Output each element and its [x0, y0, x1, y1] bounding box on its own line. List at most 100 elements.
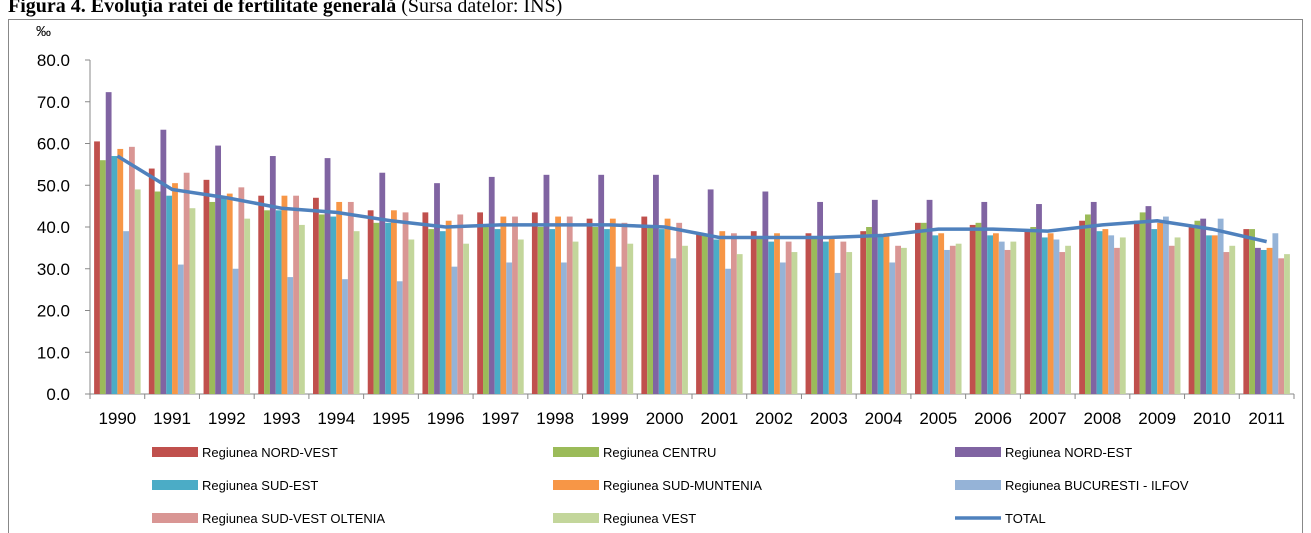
bar [463, 243, 469, 394]
bar [1108, 235, 1115, 394]
bar [719, 231, 726, 394]
bar [1255, 247, 1261, 394]
x-tick-label: 1990 [98, 409, 136, 428]
bar [828, 237, 835, 394]
bar [172, 183, 178, 394]
bar [128, 146, 135, 394]
bar [336, 201, 343, 394]
bar [805, 233, 812, 394]
bar [1151, 229, 1158, 394]
bar [313, 197, 319, 394]
x-tick-label: 1996 [427, 409, 465, 428]
x-tick-label: 1992 [208, 409, 246, 428]
bar [183, 172, 190, 394]
bar [932, 235, 939, 394]
bar [494, 229, 501, 394]
bar [111, 156, 118, 394]
bar [477, 212, 484, 394]
bar [1217, 218, 1224, 394]
y-tick-label: 80.0 [37, 51, 70, 70]
bar [506, 262, 513, 394]
bar [373, 222, 380, 394]
bar [1004, 249, 1011, 394]
bar [367, 210, 374, 394]
bar [1188, 227, 1195, 394]
bar [615, 266, 622, 394]
bar [238, 187, 245, 394]
bar [1278, 258, 1285, 394]
bar [1260, 249, 1267, 394]
bar [915, 222, 921, 394]
bar [1243, 229, 1250, 394]
bar [1229, 245, 1236, 394]
bar [682, 245, 688, 394]
bar [658, 229, 665, 394]
bar [293, 195, 299, 394]
bar [889, 262, 896, 394]
bar [1223, 252, 1230, 394]
bar [846, 252, 853, 394]
legend-label: Regiunea CENTRU [603, 445, 716, 460]
x-tick-label: 2007 [1029, 409, 1067, 428]
bar [258, 195, 265, 394]
bar [445, 220, 452, 394]
bar [560, 262, 567, 394]
bar [969, 224, 976, 394]
bar [572, 241, 579, 394]
bar [232, 268, 239, 394]
bar [330, 216, 337, 394]
bar [998, 241, 1005, 394]
legend-label: Regiunea SUD-MUNTENIA [603, 478, 762, 493]
bar [281, 195, 288, 394]
bar [707, 189, 714, 394]
bar [342, 279, 348, 394]
bar [1200, 218, 1207, 394]
bar [488, 176, 495, 394]
bar [1174, 237, 1181, 394]
line [116, 154, 1268, 244]
y-tick-label: 0.0 [46, 385, 70, 404]
bar [993, 233, 999, 394]
bar [756, 237, 763, 394]
bar [500, 216, 507, 394]
bar [318, 214, 325, 394]
x-tick-label: 2003 [810, 409, 848, 428]
bar [592, 227, 599, 394]
bar [160, 129, 167, 394]
bar [555, 216, 561, 394]
bar [1085, 214, 1091, 394]
bar [105, 92, 112, 395]
bar [1249, 229, 1256, 394]
bar [604, 229, 610, 394]
bar [647, 227, 654, 394]
bar [895, 245, 901, 394]
bar [955, 243, 962, 394]
legend-swatch [152, 513, 198, 523]
bar [1157, 222, 1163, 394]
bar [1090, 201, 1097, 394]
x-tick-label: 1993 [263, 409, 301, 428]
bar [1059, 252, 1066, 394]
bar [1065, 245, 1071, 394]
bar [987, 235, 993, 394]
subtitle-text: (Sursa datelor: INS) [401, 0, 562, 17]
bar [1272, 233, 1279, 394]
bar [750, 231, 757, 394]
bar [1047, 233, 1054, 394]
bar [598, 174, 605, 394]
bar [701, 235, 708, 394]
bar [1168, 245, 1175, 394]
bar [189, 208, 196, 394]
bar [1133, 220, 1140, 394]
x-tick-label: 2008 [1084, 409, 1122, 428]
bar [774, 233, 780, 394]
bar [779, 262, 786, 394]
bar [203, 179, 210, 394]
bar [1102, 229, 1109, 394]
bar [99, 160, 106, 394]
legend-swatch [553, 513, 599, 523]
bar [391, 210, 397, 394]
bar [1119, 237, 1126, 394]
bar [1284, 254, 1290, 394]
bar [1096, 231, 1103, 394]
